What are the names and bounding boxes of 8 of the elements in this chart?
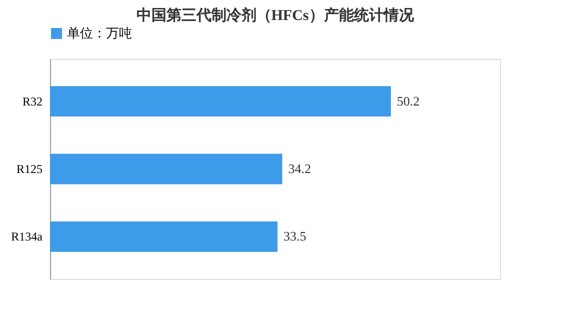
- data-label: 34.2: [288, 161, 312, 176]
- y-tick-label: R134a: [11, 230, 44, 244]
- y-tick-label: R125: [16, 162, 42, 176]
- y-tick-label: R32: [22, 94, 42, 108]
- data-label: 33.5: [284, 228, 306, 244]
- chart-title: 中国第三代制冷剂（HFCs）产能统计情况: [136, 6, 415, 24]
- legend-label: 单位：万吨: [67, 26, 132, 40]
- data-label: 50.2: [396, 93, 420, 108]
